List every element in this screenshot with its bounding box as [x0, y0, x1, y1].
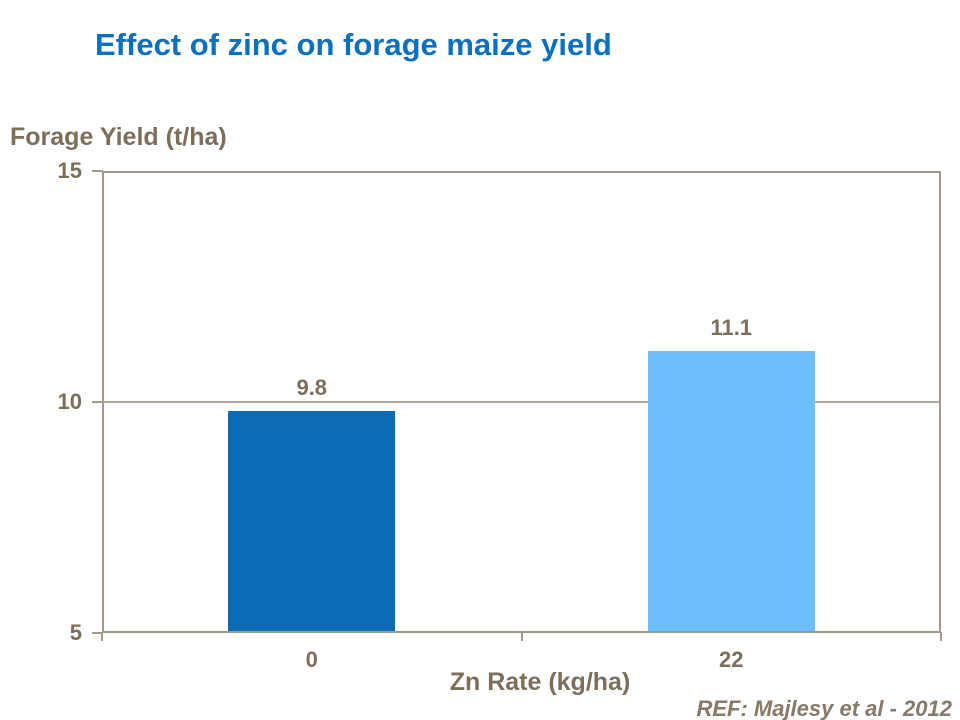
x-axis-tick-label: 0: [305, 647, 318, 672]
y-axis-tick: [92, 170, 103, 172]
y-axis-tick-label: 5: [69, 620, 82, 645]
x-axis-tick: [940, 632, 942, 641]
y-axis-tick-label: 15: [57, 158, 82, 183]
x-axis-tick: [520, 632, 523, 641]
chart-title: Effect of zinc on forage maize yield: [95, 27, 612, 62]
reference-text: REF: Majlesy et al - 2012: [696, 696, 952, 720]
bar-value-label: 9.8: [296, 375, 328, 401]
y-gridline: [102, 401, 941, 403]
x-axis-tick: [101, 632, 103, 641]
y-axis-tick: [92, 401, 103, 403]
x-axis-title: Zn Rate (kg/ha): [449, 668, 631, 696]
bar: [228, 411, 396, 631]
y-axis-tick-label: 10: [57, 389, 82, 414]
x-axis-tick-label: 22: [719, 647, 744, 672]
y-axis-title: Forage Yield (t/ha): [10, 123, 227, 151]
y-axis-tick: [92, 632, 103, 634]
bar: [647, 351, 815, 631]
bar-value-label: 11.1: [710, 315, 753, 341]
